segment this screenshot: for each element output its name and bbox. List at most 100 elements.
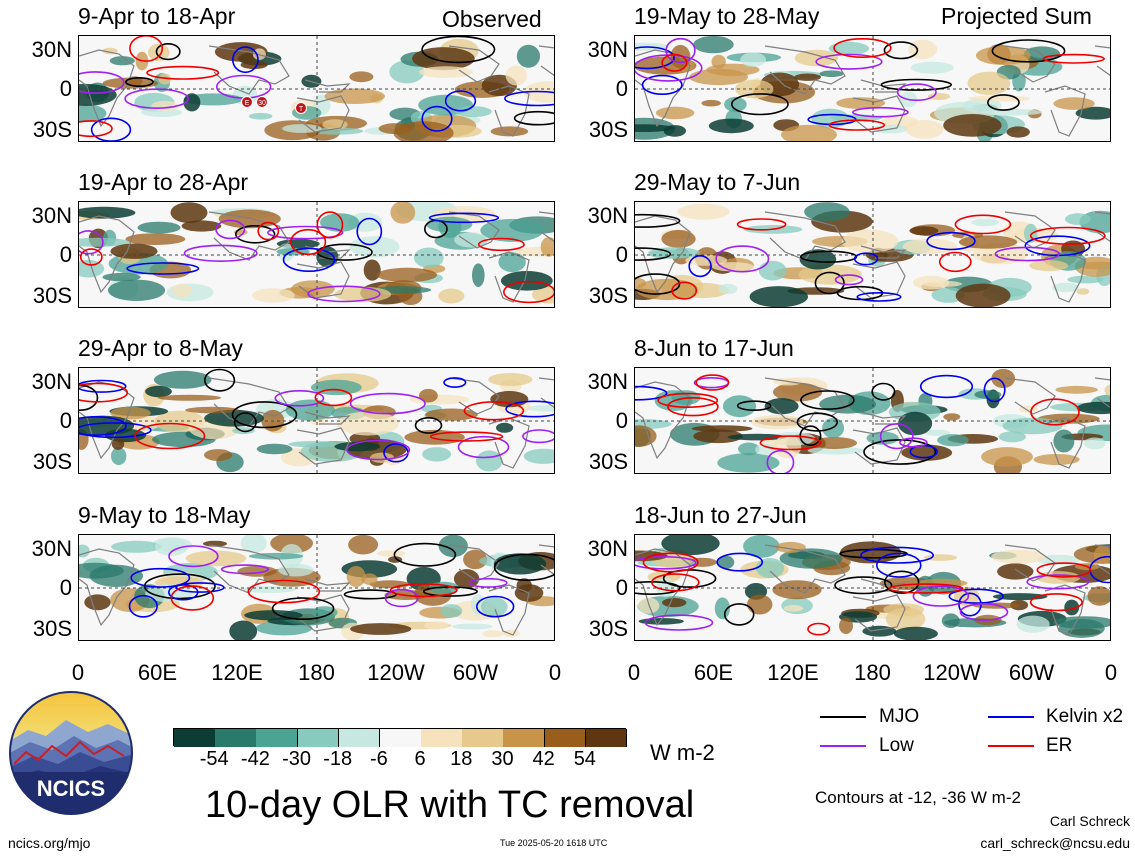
contour-mjo (883, 41, 919, 60)
coastline (304, 411, 351, 425)
olr-anomaly-patch (905, 120, 944, 139)
olr-anomaly-patch (655, 106, 695, 120)
contour-mjo (513, 110, 554, 126)
olr-anomaly-patch (1016, 615, 1050, 633)
olr-anomaly-patch (311, 606, 338, 619)
contour-er (247, 579, 321, 604)
olr-anomaly-patch (708, 118, 754, 134)
olr-anomaly-patch (750, 414, 804, 430)
olr-anomaly-patch (147, 43, 170, 62)
y-tick-label: 0 (59, 76, 72, 101)
x-tick-label: 180 (298, 660, 335, 685)
contour-mjo (235, 224, 276, 244)
olr-anomaly-patch (1024, 223, 1038, 243)
olr-anomaly-patch (229, 620, 258, 640)
olr-anomaly-patch (349, 236, 400, 258)
olr-anomaly-patch (779, 548, 843, 569)
contour-mjo (421, 36, 496, 64)
olr-anomaly-map (635, 535, 1110, 640)
contour-kelvin-x2 (443, 377, 467, 388)
contour-low (635, 556, 697, 570)
contour-mjo (880, 78, 952, 91)
x-tick-label: 120E (211, 660, 263, 685)
coastline (304, 79, 351, 93)
coastline (635, 215, 691, 294)
colorbar-segment (585, 729, 628, 747)
contour-kelvin-x2 (79, 416, 127, 436)
contour-kelvin-x2 (875, 552, 922, 578)
coastline (296, 594, 350, 632)
olr-anomaly-patch (282, 124, 322, 133)
contour-er (79, 248, 103, 266)
coastline (860, 411, 907, 425)
y-tick-label: 30N (587, 37, 628, 62)
colorbar-segment (338, 729, 381, 747)
contour-kelvin-x2 (428, 212, 500, 224)
olr-anomaly-patch (438, 288, 465, 304)
x-tick-label: 60W (1008, 660, 1055, 685)
author-email[interactable]: carl_schreck@ncsu.edu (980, 835, 1130, 851)
olr-anomaly-patch (794, 49, 839, 67)
olr-anomaly-patch (493, 553, 547, 575)
y-tick-label: 30N (31, 536, 72, 561)
coastline (488, 584, 530, 636)
coastline (448, 45, 500, 83)
panel-title: 29-Apr to 8-May (78, 335, 243, 361)
olr-anomaly-patch (893, 626, 938, 640)
y-tick-label: 0 (59, 242, 72, 267)
olr-anomaly-patch (153, 370, 212, 389)
olr-anomaly-patch (794, 73, 821, 81)
olr-anomaly-patch (498, 252, 526, 273)
tc-marker-label: E (245, 100, 250, 107)
coastline (852, 427, 906, 465)
olr-anomaly-map: E 30 T (79, 36, 554, 141)
site-link[interactable]: ncics.org/mjo (8, 835, 91, 851)
olr-anomaly-patch (288, 441, 338, 448)
y-tick-label: 30S (32, 117, 72, 142)
olr-anomaly-patch (1052, 616, 1110, 629)
olr-anomaly-patch (661, 535, 720, 556)
contour-kelvin-x2 (79, 422, 152, 439)
contour-er (736, 218, 787, 231)
contour-mjo (736, 400, 772, 412)
contour-kelvin-x2 (919, 374, 974, 399)
olr-anomaly-patch (724, 96, 747, 112)
olr-anomaly-patch (502, 629, 520, 637)
y-tick-label: 0 (615, 408, 628, 433)
contour-mjo (204, 368, 236, 392)
coastline (79, 49, 135, 128)
olr-anomaly-patch (937, 434, 969, 447)
olr-anomaly-patch (137, 221, 181, 234)
contour-low (274, 389, 325, 407)
projected-heading: Projected Sum (941, 3, 1092, 29)
coastline (1004, 377, 1056, 415)
olr-anomaly-patch (662, 598, 687, 608)
olr-anomaly-patch (781, 124, 837, 141)
colorbar (173, 728, 628, 747)
coastline (852, 594, 906, 632)
olr-anomaly-patch (523, 448, 554, 464)
olr-anomaly-patch (102, 272, 141, 282)
olr-anomaly-patch (79, 544, 90, 558)
contour-er (257, 221, 280, 241)
olr-anomaly-patch (839, 617, 853, 634)
coastline (1044, 85, 1086, 137)
coastline (448, 211, 500, 249)
olr-anomaly-patch (773, 382, 823, 402)
olr-anomaly-patch (923, 554, 958, 561)
legend-swatch-low (820, 745, 866, 747)
colorbar-segment (462, 729, 504, 747)
contour-low (307, 285, 381, 303)
olr-anomaly-patch (157, 394, 222, 401)
olr-anomaly-patch (783, 605, 804, 612)
contour-low (183, 244, 258, 262)
colorbar-segment (379, 729, 422, 747)
tc-marker: 30 (256, 96, 268, 108)
contour-kelvin-x2 (168, 584, 199, 601)
olr-anomaly-map (635, 368, 1110, 473)
contour-er (463, 401, 525, 421)
contour-kelvin-x2 (983, 377, 1006, 403)
coastline (1044, 584, 1086, 636)
olr-anomaly-map (635, 202, 1110, 307)
tc-marker-label: 30 (258, 100, 266, 107)
